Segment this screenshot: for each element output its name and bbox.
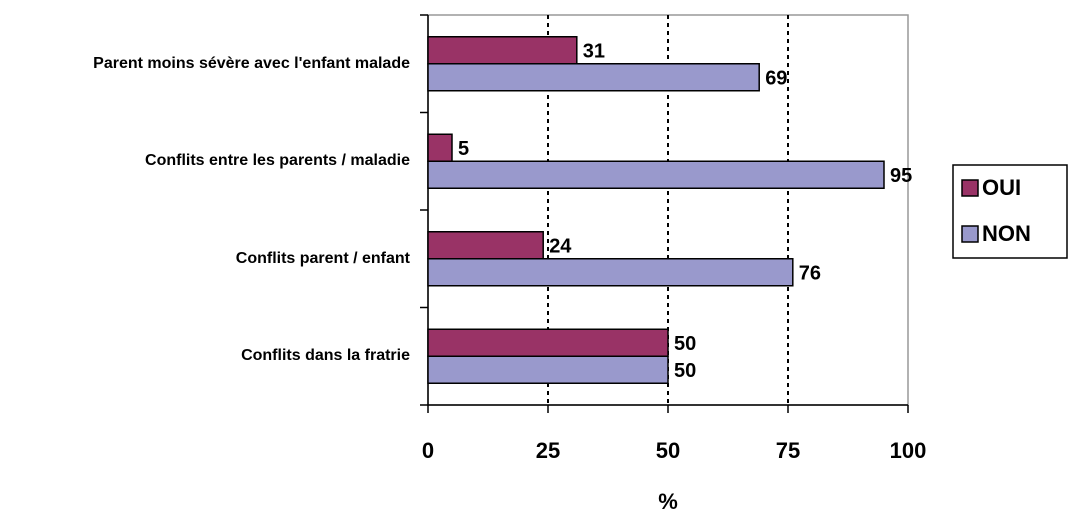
legend-swatch xyxy=(961,225,979,243)
x-tick-label: 50 xyxy=(656,438,680,463)
y-tick-label-box: Parent moins sévère avec l'enfant malade xyxy=(5,34,410,94)
y-tick-label-box: Conflits entre les parents / maladie xyxy=(5,131,410,191)
value-label: 95 xyxy=(890,165,912,187)
bar xyxy=(427,355,669,384)
value-label: 24 xyxy=(549,236,572,258)
x-tick-label: 100 xyxy=(890,438,927,463)
y-tick-label: Conflits entre les parents / maladie xyxy=(145,152,410,170)
y-tick-label: Conflits dans la fratrie xyxy=(241,347,410,365)
value-label: 50 xyxy=(674,333,696,355)
value-label: 5 xyxy=(458,138,469,160)
y-tick-label: Conflits parent / enfant xyxy=(235,249,410,267)
y-tick-label-box: Conflits parent / enfant xyxy=(5,229,410,289)
bar xyxy=(427,36,578,65)
y-tick-label: Parent moins sévère avec l'enfant malade xyxy=(93,54,410,72)
y-tick-label-box: Conflits dans la fratrie xyxy=(5,326,410,386)
value-label: 76 xyxy=(799,263,821,285)
x-tick-label: 25 xyxy=(536,438,560,463)
legend-label: OUI xyxy=(982,175,1021,200)
bar xyxy=(427,133,453,162)
value-label: 50 xyxy=(674,360,696,382)
value-label: 31 xyxy=(583,41,605,63)
legend-swatch xyxy=(961,179,979,197)
bar xyxy=(427,63,760,92)
legend-label: NON xyxy=(982,221,1031,246)
x-tick-label: 75 xyxy=(776,438,800,463)
x-axis-title: % xyxy=(658,489,678,514)
x-tick-label: 0 xyxy=(422,438,434,463)
bar xyxy=(427,231,544,260)
bar xyxy=(427,328,669,357)
bar xyxy=(427,160,885,189)
value-label: 69 xyxy=(765,68,787,90)
bar xyxy=(427,258,794,287)
